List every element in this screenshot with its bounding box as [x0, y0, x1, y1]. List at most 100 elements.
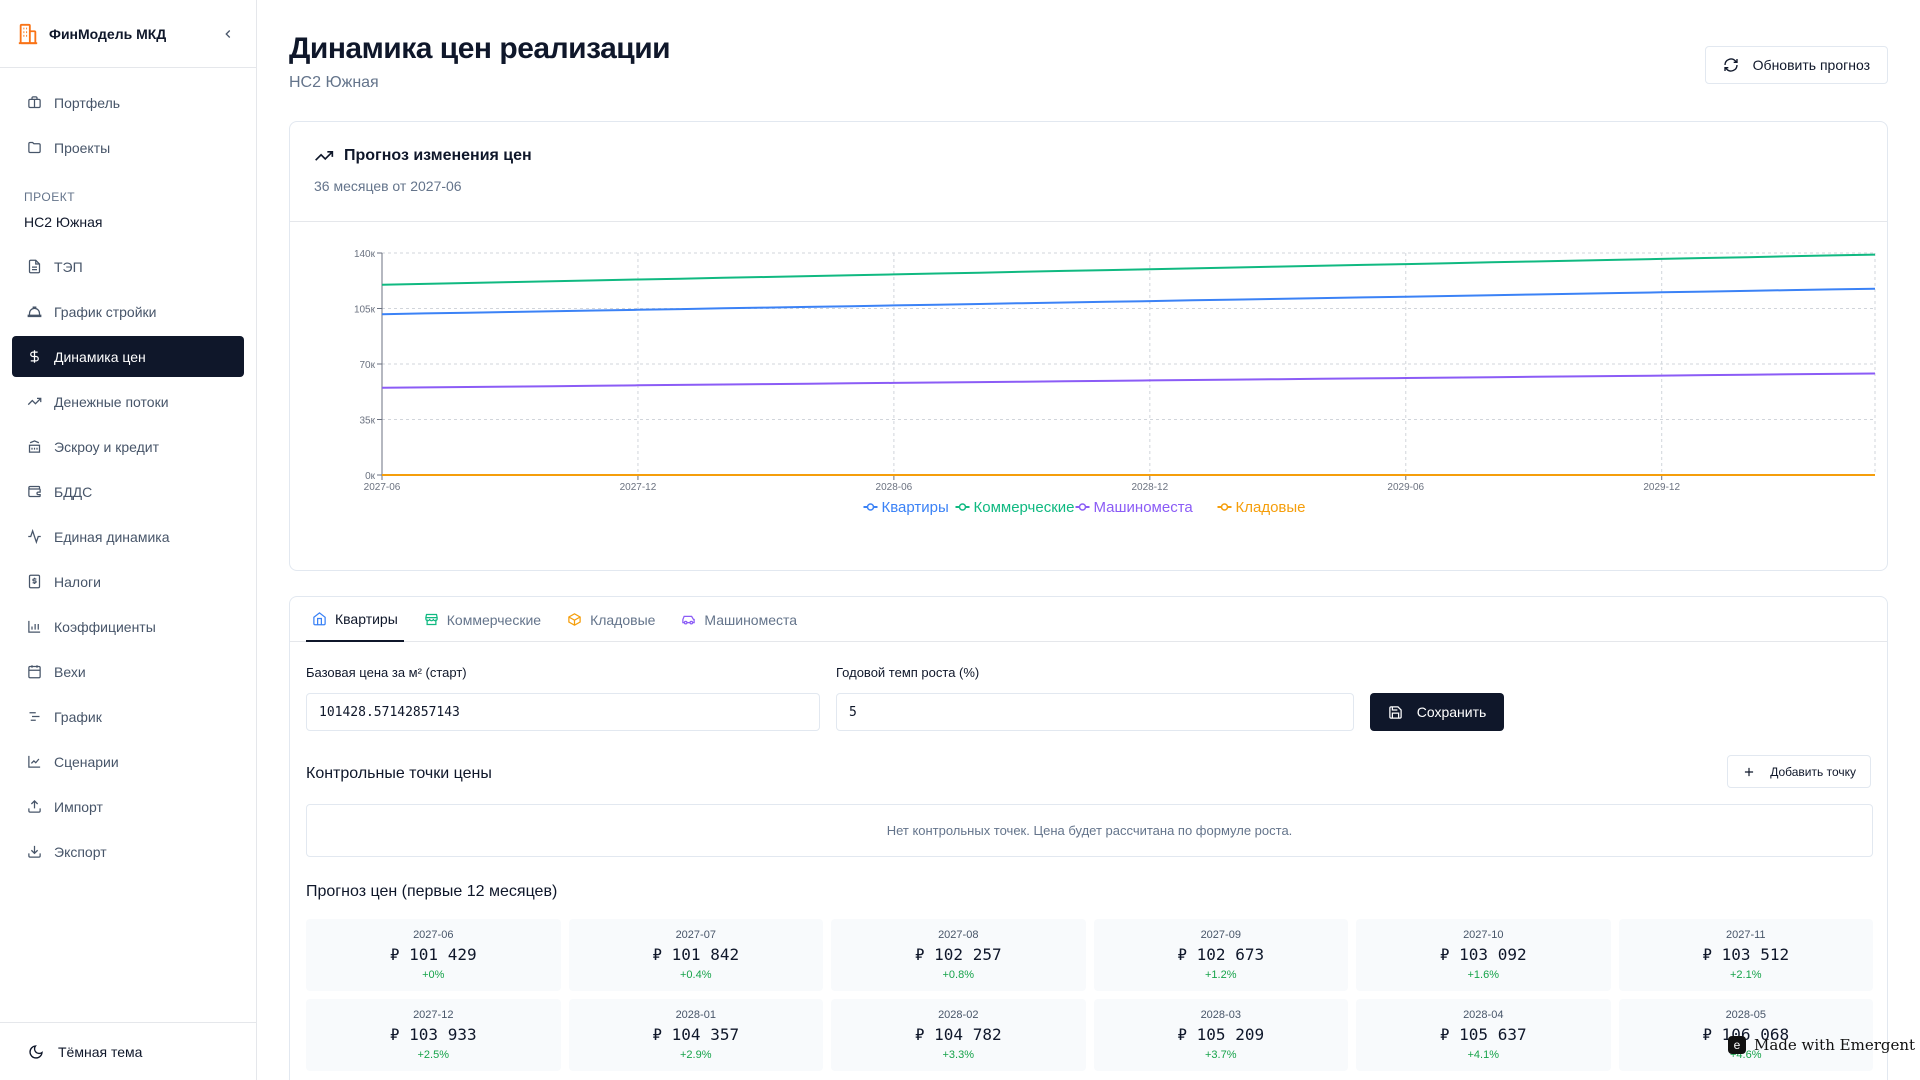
- refresh-forecast-label: Обновить прогноз: [1752, 57, 1870, 73]
- tab-label: Коммерческие: [446, 611, 542, 628]
- legend-label: Кладовые: [1236, 499, 1306, 516]
- legend-marker: [1220, 503, 1229, 511]
- chevron-left-icon: [225, 29, 231, 38]
- briefcase-icon: [26, 95, 42, 111]
- x-tick-label: 2028-06: [876, 482, 913, 493]
- sidebar-nav: Портфель Проекты ПРОЕКТ НС2 Южная ТЭП Гр…: [0, 68, 256, 872]
- forecast-month: 2028-04: [1463, 1009, 1504, 1021]
- refresh-forecast-button[interactable]: Обновить прогноз: [1704, 46, 1888, 84]
- chart-title-text: Прогноз изменения цен: [344, 147, 532, 164]
- sidebar-item-scenarios[interactable]: Сценарии: [12, 741, 244, 782]
- forecast-price: ₽ 103 092: [1439, 945, 1527, 964]
- sidebar-item-schedule[interactable]: График: [12, 696, 244, 737]
- series-line-1: [381, 253, 1876, 286]
- forecast-cell: 2027-09 ₽ 102 673 +1.2%: [1093, 919, 1348, 991]
- forecast-price: ₽ 101 429: [389, 945, 477, 964]
- forecast-change: +0.4%: [680, 969, 712, 981]
- forecast-cell: 2027-10 ₽ 103 092 +1.6%: [1356, 919, 1611, 991]
- forecast-change: +3.3%: [942, 1049, 975, 1061]
- forecast-price: ₽ 103 933: [389, 1025, 477, 1044]
- add-point-button[interactable]: Добавить точку: [1727, 755, 1871, 788]
- activity-icon: [26, 529, 42, 545]
- forecast-month: 2027-09: [1200, 929, 1241, 941]
- sidebar-item-coefficients[interactable]: Коэффициенты: [12, 606, 244, 647]
- building-icon: [17, 23, 39, 45]
- forecast-change: +0.8%: [942, 969, 975, 981]
- emergent-logo-icon: e: [1728, 1036, 1746, 1054]
- forecast-month: 2028-05: [1725, 1009, 1766, 1021]
- save-button[interactable]: Сохранить: [1370, 693, 1504, 731]
- sidebar-item-tep[interactable]: ТЭП: [12, 246, 244, 287]
- base-price-input[interactable]: [306, 693, 820, 731]
- project-section-label: ПРОЕКТ: [24, 190, 76, 204]
- sidebar-item-taxes[interactable]: Налоги: [12, 561, 244, 602]
- forecast-price: ₽ 102 257: [914, 945, 1002, 964]
- refresh-icon: [1723, 57, 1739, 73]
- tab-commercial[interactable]: Коммерческие: [418, 597, 547, 642]
- sidebar-item-portfolio[interactable]: Портфель: [12, 82, 244, 123]
- theme-toggle[interactable]: Тёмная тема: [0, 1022, 256, 1080]
- forecast-month: 2027-06: [413, 929, 454, 941]
- sidebar-item-bdds[interactable]: БДДС: [12, 471, 244, 512]
- sidebar-item-construction-schedule[interactable]: График стройки: [12, 291, 244, 332]
- tab-storage[interactable]: Кладовые: [561, 597, 661, 642]
- folder-icon: [26, 140, 42, 156]
- growth-rate-label: Годовой темп роста (%): [836, 665, 980, 680]
- forecast-cell: 2027-06 ₽ 101 429 +0%: [306, 919, 561, 991]
- sidebar-item-label: График: [54, 708, 102, 725]
- forecast-price: ₽ 104 357: [652, 1025, 740, 1044]
- sidebar-item-price-dynamics[interactable]: Динамика цен: [12, 336, 244, 377]
- made-with-emergent-badge[interactable]: e Made with Emergent: [1728, 1033, 1915, 1057]
- tab-label: Кладовые: [590, 611, 656, 628]
- tab-parking[interactable]: Машиноместа: [675, 597, 803, 642]
- forecast-cell: 2028-04 ₽ 105 637 +4.1%: [1356, 999, 1611, 1071]
- forecast-price: ₽ 106 068: [1702, 1025, 1790, 1044]
- brand-header: ФинМодель МКД: [0, 0, 256, 68]
- forecast-change: +0%: [422, 969, 445, 981]
- forecast-price: ₽ 104 782: [914, 1025, 1002, 1044]
- sidebar-item-cash-flows[interactable]: Денежные потоки: [12, 381, 244, 422]
- store-icon: [424, 612, 439, 627]
- legend-marker: [866, 503, 875, 511]
- sidebar-item-label: Денежные потоки: [54, 393, 169, 410]
- control-points-empty: Нет контрольных точек. Цена будет рассчи…: [306, 804, 1873, 857]
- sidebar-item-escrow-credit[interactable]: Эскроу и кредит: [12, 426, 244, 467]
- sidebar-item-import[interactable]: Импорт: [12, 786, 244, 827]
- sidebar-item-milestones[interactable]: Вехи: [12, 651, 244, 692]
- x-tick-label: 2027-12: [620, 482, 657, 493]
- forecast-price: ₽ 105 209: [1177, 1025, 1265, 1044]
- sidebar-item-label: Импорт: [54, 798, 103, 815]
- sidebar-item-label: Сценарии: [54, 753, 119, 770]
- base-price-label: Базовая цена за м² (старт): [306, 665, 467, 680]
- sidebar-item-unified-dynamics[interactable]: Единая динамика: [12, 516, 244, 557]
- forecast-price: ₽ 103 512: [1702, 945, 1790, 964]
- forecast-change: +2.9%: [680, 1049, 712, 1061]
- x-tick-label: 2029-06: [1387, 482, 1424, 493]
- sidebar-item-export[interactable]: Экспорт: [12, 831, 244, 872]
- sidebar-item-label: Коэффициенты: [54, 618, 156, 635]
- sidebar-item-label: Экспорт: [54, 843, 107, 860]
- collapse-sidebar-button[interactable]: [217, 23, 239, 45]
- tab-label: Квартиры: [335, 610, 398, 627]
- tab-apartments[interactable]: Квартиры: [306, 597, 404, 642]
- gantt-icon: [26, 709, 42, 725]
- sidebar: ФинМодель МКД Портфель Проекты ПРОЕКТ НС…: [0, 0, 257, 1080]
- sidebar-item-label: Эскроу и кредит: [54, 438, 159, 455]
- forecast-month: 2028-02: [938, 1009, 979, 1021]
- badge-text: Made with Emergent: [1754, 1036, 1916, 1054]
- download-icon: [26, 844, 42, 860]
- forecast-month: 2027-08: [938, 929, 979, 941]
- trending-up-icon: [26, 394, 42, 410]
- chart-header: Прогноз изменения цен 36 месяцев от 2027…: [290, 122, 1887, 222]
- legend-label: Квартиры: [882, 499, 949, 516]
- forecast-change: +4.1%: [1467, 1049, 1500, 1061]
- forecast-title: Прогноз цен (первые 12 месяцев): [306, 883, 558, 900]
- tab-label: Машиноместа: [704, 611, 798, 628]
- forecast-cell: 2028-01 ₽ 104 357 +2.9%: [568, 999, 823, 1071]
- price-settings-card: Квартиры Коммерческие Кладовые Машиномес…: [289, 596, 1888, 1080]
- forecast-price: ₽ 102 673: [1177, 945, 1265, 964]
- growth-rate-input[interactable]: [836, 693, 1354, 731]
- x-tick-label: 2028-12: [1131, 482, 1168, 493]
- chart-title: Прогноз изменения цен: [314, 146, 1863, 166]
- sidebar-item-projects[interactable]: Проекты: [12, 127, 244, 168]
